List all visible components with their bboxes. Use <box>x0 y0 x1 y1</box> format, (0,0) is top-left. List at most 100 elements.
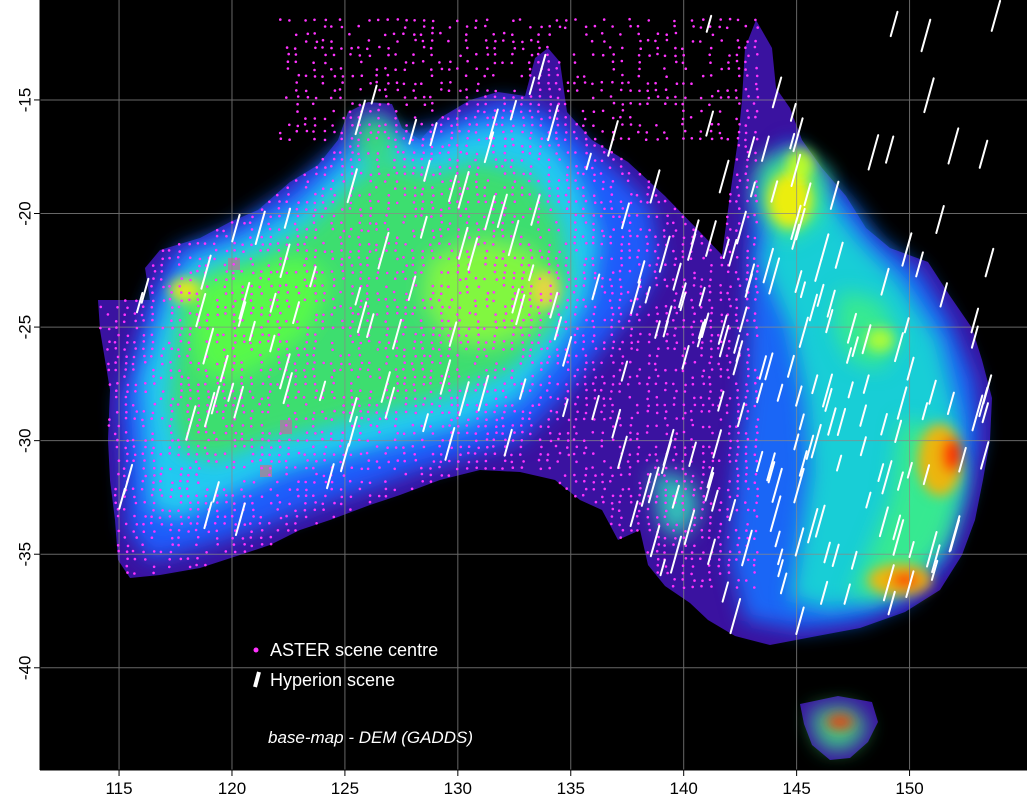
hyperion-strip <box>212 481 220 503</box>
aster-point <box>655 306 658 309</box>
aster-point <box>645 235 648 238</box>
aster-point <box>431 432 435 435</box>
hyperion-strip <box>366 313 375 338</box>
aster-point <box>717 487 721 490</box>
aster-point <box>360 60 363 64</box>
aster-point <box>485 298 489 301</box>
aster-point <box>476 326 480 330</box>
aster-point <box>321 157 325 161</box>
aster-point <box>637 509 641 513</box>
hyperion-strip <box>530 194 541 226</box>
aster-point <box>674 327 677 330</box>
x-tick-label: 125 <box>331 779 359 798</box>
aster-point <box>457 334 461 337</box>
aster-point <box>608 166 612 169</box>
aster-point <box>512 19 515 23</box>
aster-point <box>432 236 436 239</box>
aster-point <box>504 395 508 399</box>
aster-point <box>339 488 343 491</box>
aster-point <box>314 208 317 212</box>
aster-point <box>419 33 423 36</box>
aster-point <box>591 319 594 323</box>
aster-point <box>420 122 424 126</box>
aster-point <box>205 374 209 378</box>
aster-point <box>591 382 595 385</box>
aster-point <box>699 557 702 560</box>
aster-point <box>674 257 678 261</box>
aster-point <box>576 383 579 386</box>
aster-point <box>755 66 758 70</box>
aster-point <box>368 199 372 203</box>
aster-point <box>404 306 407 309</box>
aster-point <box>520 74 524 78</box>
aster-point <box>420 214 423 217</box>
aster-point <box>304 89 308 93</box>
aster-point <box>683 129 687 133</box>
aster-point <box>341 431 345 435</box>
aster-point <box>747 54 750 58</box>
aster-point <box>458 291 462 295</box>
aster-point <box>537 458 541 462</box>
aster-point <box>368 481 372 485</box>
aster-point <box>648 333 651 336</box>
aster-point <box>324 18 328 22</box>
aster-point <box>168 424 172 428</box>
aster-point <box>359 277 362 280</box>
aster-point <box>242 495 246 498</box>
aster-point <box>430 306 434 309</box>
aster-point <box>342 396 346 399</box>
aster-point <box>528 67 532 71</box>
aster-point <box>603 487 606 491</box>
aster-point <box>549 439 553 443</box>
hyperion-strip <box>681 345 690 370</box>
aster-point <box>573 241 576 245</box>
hyperion-strip <box>880 267 890 296</box>
aster-point <box>384 347 388 350</box>
aster-point <box>620 243 623 246</box>
aster-point <box>753 453 757 457</box>
aster-point <box>753 213 756 217</box>
aster-point <box>492 74 495 77</box>
aster-point <box>755 199 758 203</box>
aster-point <box>359 431 362 435</box>
aster-point <box>187 341 191 344</box>
aster-point <box>338 88 342 91</box>
aster-point <box>144 558 147 561</box>
aster-point <box>647 313 650 317</box>
aster-point <box>152 446 155 450</box>
aster-point <box>144 439 147 442</box>
aster-point <box>501 116 504 119</box>
aster-point <box>621 123 624 126</box>
aster-point <box>584 411 588 415</box>
aster-point <box>412 347 416 350</box>
aster-point <box>312 61 315 64</box>
aster-point <box>350 466 354 470</box>
aster-point <box>708 361 711 365</box>
hyperion-strip <box>683 509 696 546</box>
aster-point <box>555 67 558 70</box>
aster-point <box>224 292 228 295</box>
aster-point <box>752 563 756 567</box>
aster-point <box>117 459 121 463</box>
aster-point <box>493 270 497 274</box>
aster-point <box>341 81 344 84</box>
aster-point <box>654 194 658 197</box>
aster-point <box>655 283 659 287</box>
aster-point <box>500 201 504 204</box>
aster-point <box>266 396 270 400</box>
aster-point <box>125 550 129 553</box>
aster-point <box>600 444 604 448</box>
aster-point <box>682 325 685 329</box>
aster-point <box>134 501 138 505</box>
aster-point <box>674 452 678 456</box>
aster-point <box>682 82 685 85</box>
aster-point <box>377 494 381 498</box>
aster-point <box>448 166 452 170</box>
aster-point <box>153 530 156 533</box>
aster-point <box>702 473 705 476</box>
aster-point <box>278 326 282 330</box>
aster-point <box>735 306 739 310</box>
aster-point <box>279 18 282 21</box>
aster-point <box>150 355 153 358</box>
aster-point <box>735 173 739 176</box>
